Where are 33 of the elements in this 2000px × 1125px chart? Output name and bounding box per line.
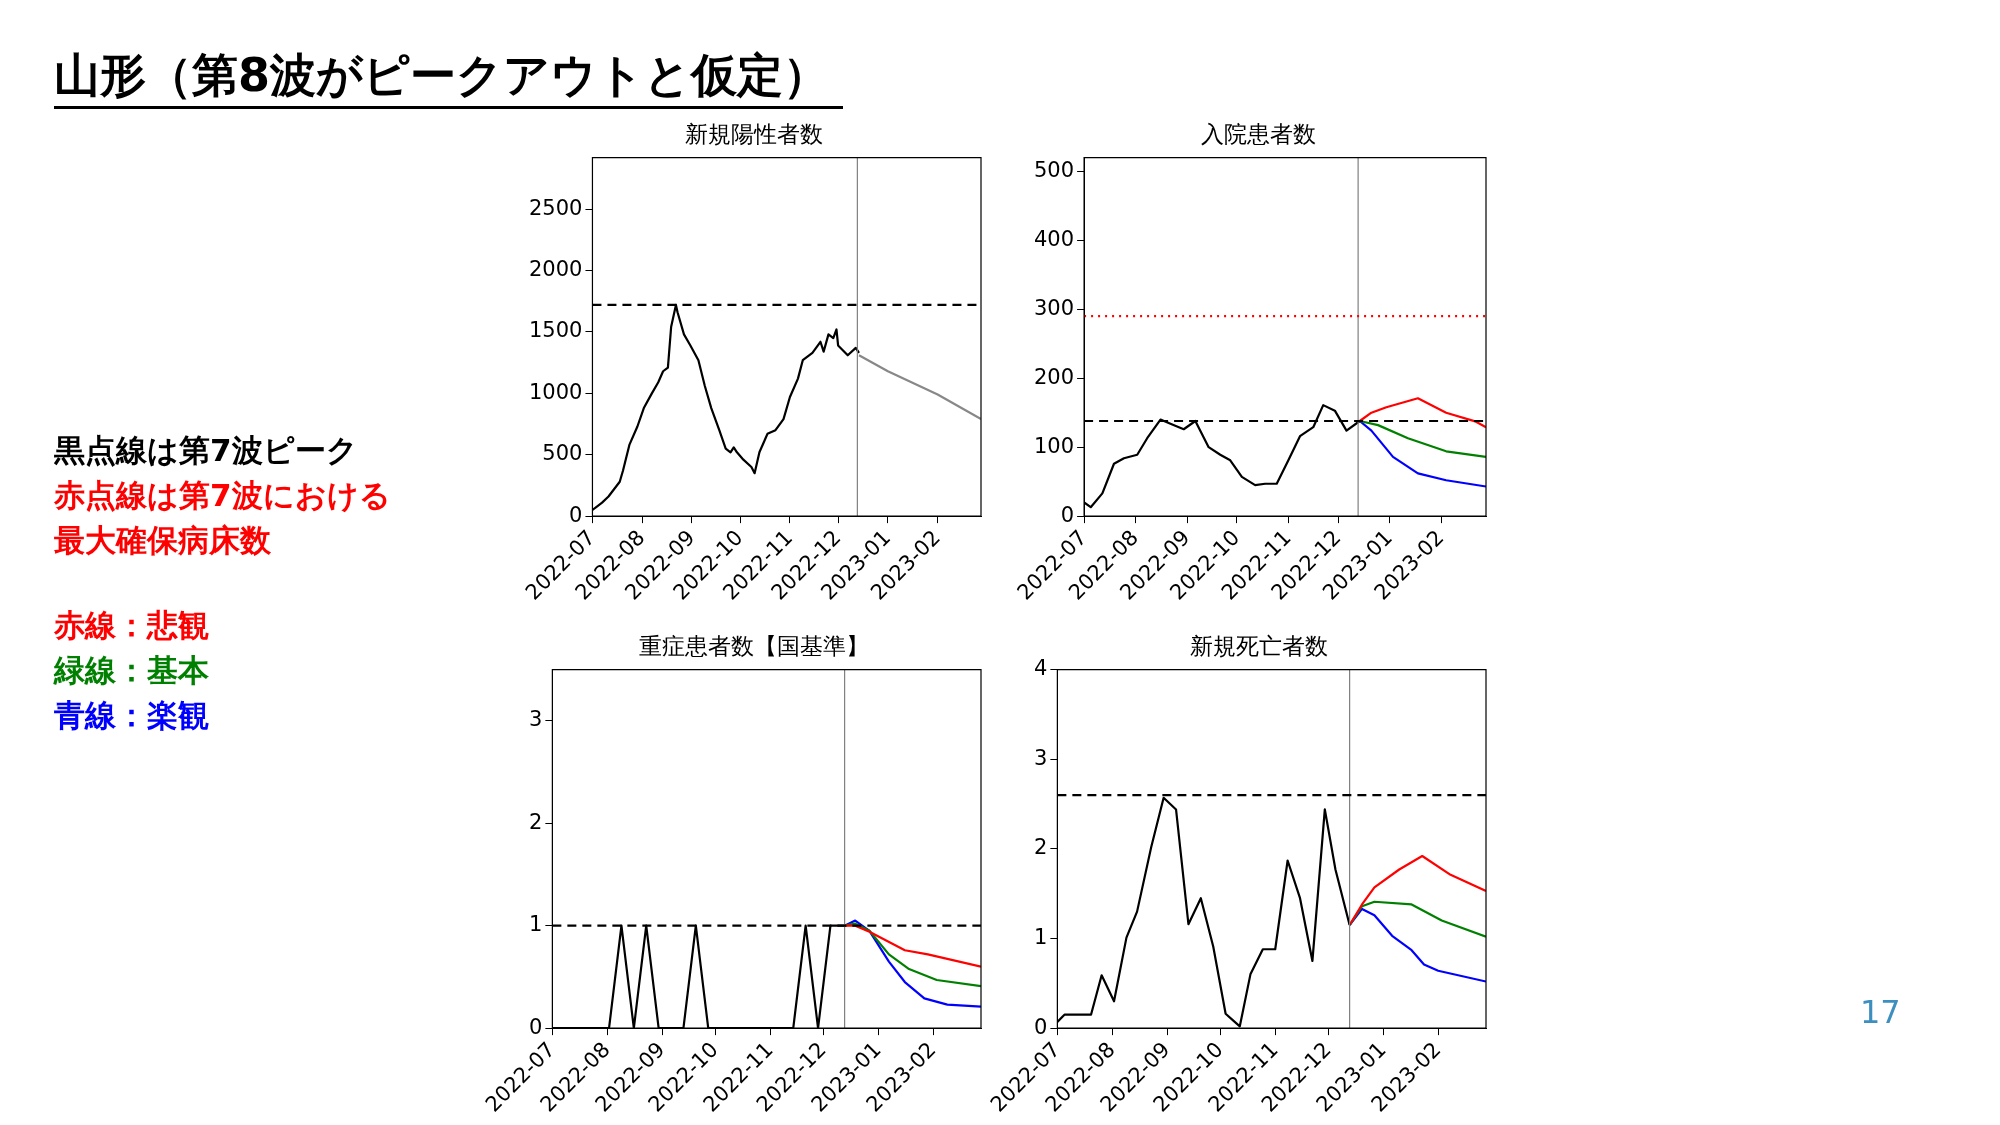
y-tick-label: 1500 [528, 318, 583, 343]
y-tick-label: 2000 [528, 257, 583, 282]
y-tick-label: 200 [1033, 364, 1075, 389]
y-tick-label: 2500 [528, 195, 583, 220]
y-tick-label: 0 [569, 502, 583, 527]
text: 黒点線は第7波ピーク [54, 431, 359, 470]
text: 最大確保病床数 [54, 521, 272, 560]
y-tick-label: 1 [528, 912, 543, 937]
text: 赤点線は第7波における [54, 476, 391, 515]
text: 赤線：悲観 [54, 606, 210, 645]
text: 17 [1860, 993, 1901, 1031]
y-tick-label: 4 [1033, 656, 1048, 681]
text: 山形（第8波がピークアウトと仮定） [54, 44, 844, 109]
y-tick-label: 0 [1033, 1014, 1048, 1039]
chart-title: 入院患者数 [1201, 120, 1316, 147]
chart-title: 重症患者数【国基準】 [638, 632, 869, 659]
y-tick-label: 2 [528, 809, 543, 834]
chart-title: 新規死亡者数 [1189, 632, 1328, 659]
chart-title: 新規陽性者数 [684, 120, 823, 147]
y-tick-label: 1000 [528, 379, 583, 404]
y-tick-label: 3 [1033, 745, 1048, 770]
y-tick-label: 3 [528, 707, 543, 732]
y-tick-label: 2 [1033, 835, 1048, 860]
y-tick-label: 500 [1033, 157, 1075, 182]
y-tick-label: 500 [542, 441, 583, 466]
text: 青線：楽観 [54, 696, 210, 735]
y-tick-label: 0 [1060, 502, 1075, 527]
y-tick-label: 100 [1033, 433, 1075, 458]
y-tick-label: 0 [528, 1014, 543, 1039]
y-tick-label: 400 [1033, 226, 1075, 251]
y-tick-label: 300 [1033, 295, 1075, 320]
text: 緑線：基本 [54, 651, 210, 690]
y-tick-label: 1 [1033, 924, 1048, 949]
